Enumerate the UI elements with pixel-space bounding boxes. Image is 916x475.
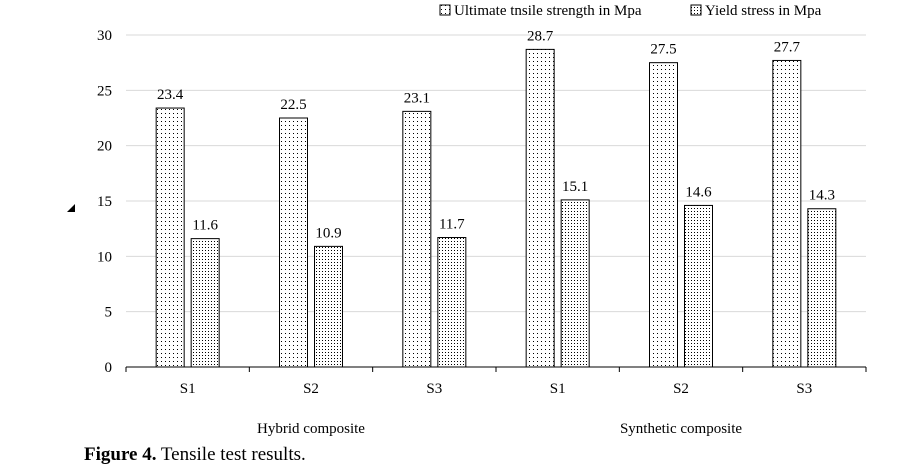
small-triangle-marker — [67, 204, 75, 212]
legend: Ultimate tnsile strength in Mpa Yield str… — [439, 3, 822, 19]
data-label: 23.1 — [404, 90, 430, 106]
data-label: 15.1 — [562, 179, 588, 195]
data-label: 23.4 — [157, 87, 184, 103]
data-label: 11.7 — [439, 217, 465, 233]
data-label: 27.7 — [774, 39, 801, 55]
bar — [437, 237, 467, 368]
x-tick-label: S2 — [673, 381, 689, 397]
bar — [649, 62, 678, 368]
group-label: Hybrid composite — [257, 421, 365, 437]
x-axis-ticks: S1 S2 S3 S1 S2 S3 Hybrid composite Synthetic co… — [125, 367, 867, 437]
figure-caption: Figure 4. Tensile test results. — [84, 444, 306, 466]
data-label: 14.6 — [685, 184, 712, 200]
data-label: 28.7 — [527, 28, 554, 44]
data-label: 11.6 — [192, 218, 218, 234]
y-tick-label: 10 — [97, 249, 112, 265]
data-label: 27.5 — [650, 42, 676, 58]
bar — [279, 117, 308, 368]
y-tick-label: 15 — [97, 194, 112, 210]
y-axis-ticks: 0 5 10 15 20 25 30 — [97, 28, 112, 376]
x-tick-label: S1 — [180, 381, 196, 397]
bar — [155, 107, 185, 368]
bar — [807, 208, 837, 368]
legend-swatch — [690, 4, 702, 16]
y-tick-label: 5 — [105, 305, 113, 321]
y-tick-label: 0 — [105, 360, 113, 376]
y-tick-label: 25 — [97, 83, 112, 99]
legend-swatch — [439, 4, 451, 16]
gridlines — [126, 34, 866, 313]
data-label: 22.5 — [280, 97, 306, 113]
bar — [772, 59, 802, 368]
bar — [525, 48, 555, 368]
legend-entry-label: Ultimate tnsile strength in Mpa — [454, 3, 642, 19]
bar — [560, 199, 590, 368]
bar — [314, 245, 343, 368]
bar — [402, 110, 432, 368]
bar — [684, 204, 713, 368]
x-tick-label: S3 — [796, 381, 812, 397]
bar — [190, 238, 220, 368]
x-tick-label: S1 — [550, 381, 566, 397]
bars: 23.4 22.5 23.1 28.7 27.5 27.7 11.6 10.9 11.7 15.1… — [126, 28, 866, 368]
x-tick-label: S2 — [303, 381, 319, 397]
legend-entry-label: Yield stress in Mpa — [705, 3, 822, 19]
group-label: Synthetic composite — [620, 421, 742, 437]
x-tick-label: S3 — [426, 381, 442, 397]
figure-caption-text: Tensile test results. — [160, 444, 306, 465]
y-tick-label: 30 — [97, 28, 112, 44]
y-tick-label: 20 — [97, 139, 112, 155]
figure-caption-label: Figure 4. — [84, 444, 157, 465]
data-label: 14.3 — [809, 188, 835, 204]
data-label: 10.9 — [315, 225, 341, 241]
